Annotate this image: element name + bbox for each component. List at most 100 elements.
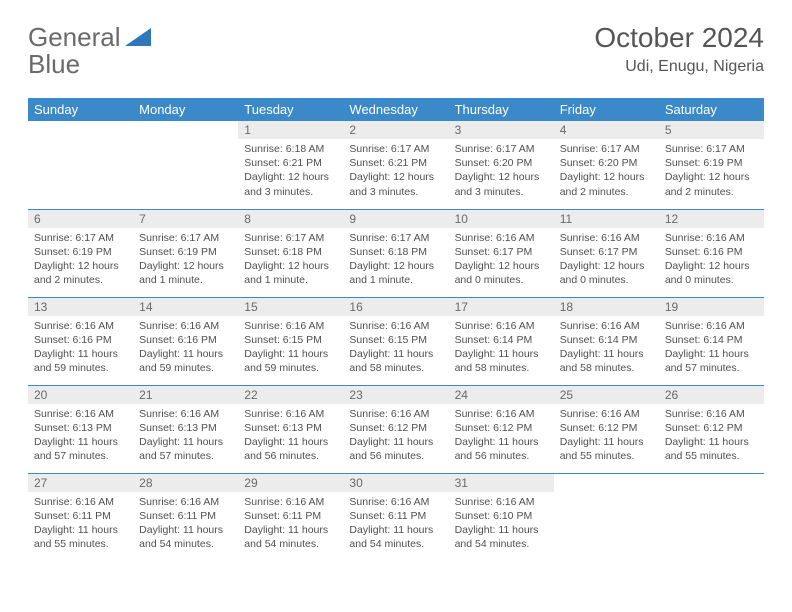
calendar-day-cell: 31Sunrise: 6:16 AMSunset: 6:10 PMDayligh… bbox=[449, 473, 554, 561]
day-number: 27 bbox=[28, 474, 133, 492]
day-number: 23 bbox=[343, 386, 448, 404]
day-number: 16 bbox=[343, 298, 448, 316]
day-number: 9 bbox=[343, 210, 448, 228]
calendar-day-cell: .. bbox=[659, 473, 764, 561]
day-number: 2 bbox=[343, 121, 448, 139]
day-number: 7 bbox=[133, 210, 238, 228]
day-details: Sunrise: 6:17 AMSunset: 6:19 PMDaylight:… bbox=[133, 228, 238, 292]
day-number: 22 bbox=[238, 386, 343, 404]
sail-icon bbox=[125, 22, 151, 40]
logo: GeneralBlue bbox=[28, 22, 151, 80]
weekday-header: Tuesday bbox=[238, 98, 343, 121]
calendar-day-cell: .. bbox=[554, 473, 659, 561]
day-details: Sunrise: 6:16 AMSunset: 6:15 PMDaylight:… bbox=[343, 316, 448, 380]
day-details: Sunrise: 6:16 AMSunset: 6:12 PMDaylight:… bbox=[449, 404, 554, 468]
calendar-day-cell: .. bbox=[28, 121, 133, 209]
weekday-header-row: SundayMondayTuesdayWednesdayThursdayFrid… bbox=[28, 98, 764, 121]
day-number: 20 bbox=[28, 386, 133, 404]
calendar-week-row: 20Sunrise: 6:16 AMSunset: 6:13 PMDayligh… bbox=[28, 385, 764, 473]
calendar-day-cell: 6Sunrise: 6:17 AMSunset: 6:19 PMDaylight… bbox=[28, 209, 133, 297]
day-details: Sunrise: 6:16 AMSunset: 6:12 PMDaylight:… bbox=[343, 404, 448, 468]
calendar-day-cell: 15Sunrise: 6:16 AMSunset: 6:15 PMDayligh… bbox=[238, 297, 343, 385]
day-details: Sunrise: 6:16 AMSunset: 6:16 PMDaylight:… bbox=[659, 228, 764, 292]
calendar-day-cell: 8Sunrise: 6:17 AMSunset: 6:18 PMDaylight… bbox=[238, 209, 343, 297]
day-details: Sunrise: 6:16 AMSunset: 6:11 PMDaylight:… bbox=[28, 492, 133, 556]
weekday-header: Thursday bbox=[449, 98, 554, 121]
day-number: 21 bbox=[133, 386, 238, 404]
calendar-day-cell: 12Sunrise: 6:16 AMSunset: 6:16 PMDayligh… bbox=[659, 209, 764, 297]
day-details: Sunrise: 6:16 AMSunset: 6:14 PMDaylight:… bbox=[554, 316, 659, 380]
calendar-day-cell: .. bbox=[133, 121, 238, 209]
weekday-header: Wednesday bbox=[343, 98, 448, 121]
logo-text-a: General bbox=[28, 22, 121, 52]
calendar-day-cell: 17Sunrise: 6:16 AMSunset: 6:14 PMDayligh… bbox=[449, 297, 554, 385]
calendar-day-cell: 5Sunrise: 6:17 AMSunset: 6:19 PMDaylight… bbox=[659, 121, 764, 209]
day-details: Sunrise: 6:17 AMSunset: 6:18 PMDaylight:… bbox=[343, 228, 448, 292]
day-details: Sunrise: 6:16 AMSunset: 6:14 PMDaylight:… bbox=[659, 316, 764, 380]
calendar-day-cell: 9Sunrise: 6:17 AMSunset: 6:18 PMDaylight… bbox=[343, 209, 448, 297]
day-details: Sunrise: 6:17 AMSunset: 6:20 PMDaylight:… bbox=[554, 139, 659, 203]
day-details: Sunrise: 6:17 AMSunset: 6:19 PMDaylight:… bbox=[28, 228, 133, 292]
calendar-day-cell: 14Sunrise: 6:16 AMSunset: 6:16 PMDayligh… bbox=[133, 297, 238, 385]
day-details: Sunrise: 6:16 AMSunset: 6:13 PMDaylight:… bbox=[238, 404, 343, 468]
calendar-day-cell: 11Sunrise: 6:16 AMSunset: 6:17 PMDayligh… bbox=[554, 209, 659, 297]
day-details: Sunrise: 6:16 AMSunset: 6:11 PMDaylight:… bbox=[133, 492, 238, 556]
calendar-day-cell: 30Sunrise: 6:16 AMSunset: 6:11 PMDayligh… bbox=[343, 473, 448, 561]
day-number: 1 bbox=[238, 121, 343, 139]
day-details: Sunrise: 6:16 AMSunset: 6:16 PMDaylight:… bbox=[28, 316, 133, 380]
day-details: Sunrise: 6:18 AMSunset: 6:21 PMDaylight:… bbox=[238, 139, 343, 203]
calendar-day-cell: 23Sunrise: 6:16 AMSunset: 6:12 PMDayligh… bbox=[343, 385, 448, 473]
calendar-day-cell: 4Sunrise: 6:17 AMSunset: 6:20 PMDaylight… bbox=[554, 121, 659, 209]
calendar-week-row: 27Sunrise: 6:16 AMSunset: 6:11 PMDayligh… bbox=[28, 473, 764, 561]
title-block: October 2024 Udi, Enugu, Nigeria bbox=[594, 22, 764, 76]
calendar-week-row: 13Sunrise: 6:16 AMSunset: 6:16 PMDayligh… bbox=[28, 297, 764, 385]
calendar-body: ....1Sunrise: 6:18 AMSunset: 6:21 PMDayl… bbox=[28, 121, 764, 561]
day-number: 14 bbox=[133, 298, 238, 316]
weekday-header: Sunday bbox=[28, 98, 133, 121]
day-details: Sunrise: 6:16 AMSunset: 6:13 PMDaylight:… bbox=[28, 404, 133, 468]
calendar-day-cell: 28Sunrise: 6:16 AMSunset: 6:11 PMDayligh… bbox=[133, 473, 238, 561]
day-details: Sunrise: 6:16 AMSunset: 6:15 PMDaylight:… bbox=[238, 316, 343, 380]
day-number: 5 bbox=[659, 121, 764, 139]
day-details: Sunrise: 6:16 AMSunset: 6:11 PMDaylight:… bbox=[343, 492, 448, 556]
day-details: Sunrise: 6:17 AMSunset: 6:20 PMDaylight:… bbox=[449, 139, 554, 203]
calendar-day-cell: 3Sunrise: 6:17 AMSunset: 6:20 PMDaylight… bbox=[449, 121, 554, 209]
day-details: Sunrise: 6:16 AMSunset: 6:13 PMDaylight:… bbox=[133, 404, 238, 468]
calendar-day-cell: 25Sunrise: 6:16 AMSunset: 6:12 PMDayligh… bbox=[554, 385, 659, 473]
calendar-day-cell: 10Sunrise: 6:16 AMSunset: 6:17 PMDayligh… bbox=[449, 209, 554, 297]
day-number: 8 bbox=[238, 210, 343, 228]
day-details: Sunrise: 6:16 AMSunset: 6:17 PMDaylight:… bbox=[449, 228, 554, 292]
day-number: 10 bbox=[449, 210, 554, 228]
day-number: 30 bbox=[343, 474, 448, 492]
weekday-header: Monday bbox=[133, 98, 238, 121]
calendar-table: SundayMondayTuesdayWednesdayThursdayFrid… bbox=[28, 98, 764, 561]
day-details: Sunrise: 6:16 AMSunset: 6:17 PMDaylight:… bbox=[554, 228, 659, 292]
day-number: 4 bbox=[554, 121, 659, 139]
day-details: Sunrise: 6:16 AMSunset: 6:16 PMDaylight:… bbox=[133, 316, 238, 380]
day-number: 18 bbox=[554, 298, 659, 316]
calendar-day-cell: 29Sunrise: 6:16 AMSunset: 6:11 PMDayligh… bbox=[238, 473, 343, 561]
calendar-day-cell: 19Sunrise: 6:16 AMSunset: 6:14 PMDayligh… bbox=[659, 297, 764, 385]
calendar-day-cell: 16Sunrise: 6:16 AMSunset: 6:15 PMDayligh… bbox=[343, 297, 448, 385]
calendar-week-row: ....1Sunrise: 6:18 AMSunset: 6:21 PMDayl… bbox=[28, 121, 764, 209]
calendar-day-cell: 20Sunrise: 6:16 AMSunset: 6:13 PMDayligh… bbox=[28, 385, 133, 473]
day-number: 17 bbox=[449, 298, 554, 316]
calendar-day-cell: 2Sunrise: 6:17 AMSunset: 6:21 PMDaylight… bbox=[343, 121, 448, 209]
day-number: 19 bbox=[659, 298, 764, 316]
calendar-day-cell: 22Sunrise: 6:16 AMSunset: 6:13 PMDayligh… bbox=[238, 385, 343, 473]
day-details: Sunrise: 6:16 AMSunset: 6:10 PMDaylight:… bbox=[449, 492, 554, 556]
calendar-day-cell: 27Sunrise: 6:16 AMSunset: 6:11 PMDayligh… bbox=[28, 473, 133, 561]
day-details: Sunrise: 6:17 AMSunset: 6:18 PMDaylight:… bbox=[238, 228, 343, 292]
weekday-header: Friday bbox=[554, 98, 659, 121]
day-number: 29 bbox=[238, 474, 343, 492]
day-number: 28 bbox=[133, 474, 238, 492]
day-number: 11 bbox=[554, 210, 659, 228]
day-details: Sunrise: 6:16 AMSunset: 6:12 PMDaylight:… bbox=[659, 404, 764, 468]
day-number: 31 bbox=[449, 474, 554, 492]
day-details: Sunrise: 6:17 AMSunset: 6:21 PMDaylight:… bbox=[343, 139, 448, 203]
calendar-day-cell: 7Sunrise: 6:17 AMSunset: 6:19 PMDaylight… bbox=[133, 209, 238, 297]
location: Udi, Enugu, Nigeria bbox=[594, 58, 764, 76]
logo-text-b: Blue bbox=[28, 49, 151, 80]
day-number: 12 bbox=[659, 210, 764, 228]
day-number: 15 bbox=[238, 298, 343, 316]
